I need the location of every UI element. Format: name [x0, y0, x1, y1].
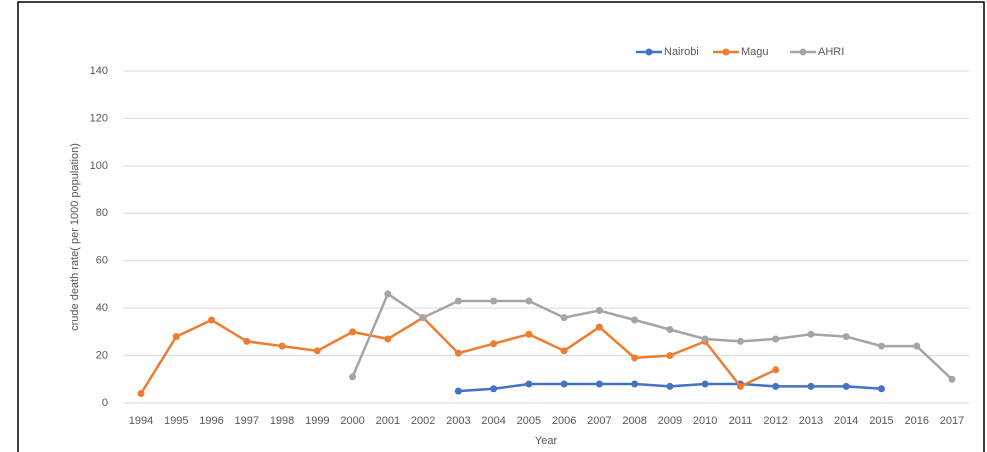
x-tick-label: 2002: [411, 415, 435, 427]
x-tick-label: 2006: [552, 415, 576, 427]
data-point: [595, 307, 603, 315]
data-point: [772, 366, 780, 374]
data-point: [666, 352, 674, 360]
data-point: [560, 380, 568, 388]
data-point: [631, 354, 639, 362]
data-point: [313, 347, 321, 355]
chart-border: [17, 1, 985, 452]
data-point: [772, 335, 780, 343]
x-tick-label: 1999: [305, 415, 329, 427]
series-line: [351, 292, 953, 381]
data-point: [208, 316, 216, 324]
x-tick-label: 1998: [270, 415, 294, 427]
data-point: [736, 337, 744, 345]
x-tick-label: 2009: [658, 415, 682, 427]
y-tick-label: 0: [102, 397, 108, 409]
x-tick-label: 1996: [199, 415, 223, 427]
data-point: [560, 347, 568, 355]
data-point: [772, 382, 780, 390]
data-point: [490, 385, 498, 393]
x-tick-label: 2007: [587, 415, 611, 427]
data-point: [490, 297, 498, 305]
data-point: [525, 380, 533, 388]
x-axis-title: Year: [535, 435, 558, 447]
data-point: [842, 333, 850, 341]
data-point: [595, 380, 603, 388]
data-point: [349, 328, 357, 336]
data-point: [666, 382, 674, 390]
legend-label: Nairobi: [664, 46, 699, 58]
data-point: [948, 375, 956, 383]
data-point: [278, 342, 286, 350]
x-tick-label: 2012: [763, 415, 787, 427]
legend-label: Magu: [741, 46, 769, 58]
y-tick-label: 140: [90, 65, 108, 77]
legend-marker: [799, 48, 807, 56]
data-point: [349, 373, 357, 381]
data-point: [807, 382, 815, 390]
x-tick-label: 1997: [235, 415, 259, 427]
data-point: [243, 337, 251, 345]
legend-marker: [645, 48, 653, 56]
data-point: [172, 333, 180, 341]
x-tick-label: 2013: [799, 415, 823, 427]
data-point: [807, 330, 815, 338]
x-tick-label: 2010: [693, 415, 717, 427]
data-point: [701, 335, 709, 343]
data-point: [454, 387, 462, 395]
data-point: [595, 323, 603, 331]
x-tick-label: 2003: [446, 415, 470, 427]
data-point: [701, 380, 709, 388]
y-tick-label: 20: [96, 349, 108, 361]
x-tick-label: 2014: [834, 415, 858, 427]
legend-label: AHRI: [818, 46, 844, 58]
x-tick-label: 2005: [517, 415, 541, 427]
legend-marker: [722, 48, 730, 56]
x-tick-label: 2017: [940, 415, 964, 427]
y-tick-label: 120: [90, 112, 108, 124]
data-point: [384, 335, 392, 343]
data-point: [384, 290, 392, 298]
x-tick-label: 2016: [904, 415, 928, 427]
x-tick-label: 2000: [340, 415, 364, 427]
x-tick-label: 2015: [869, 415, 893, 427]
data-point: [913, 342, 921, 350]
x-tick-label: 1994: [129, 415, 153, 427]
x-tick-label: 2011: [729, 415, 753, 427]
data-point: [666, 325, 674, 333]
data-point: [631, 380, 639, 388]
data-point: [490, 340, 498, 348]
x-tick-label: 2004: [481, 415, 505, 427]
data-point: [631, 316, 639, 324]
data-point: [525, 330, 533, 338]
y-tick-label: 80: [96, 207, 108, 219]
x-tick-label: 2001: [376, 415, 400, 427]
x-tick-label: 1995: [164, 415, 188, 427]
y-tick-label: 40: [96, 302, 108, 314]
y-tick-label: 60: [96, 255, 108, 267]
data-point: [560, 314, 568, 322]
data-point: [137, 390, 145, 398]
data-point: [842, 382, 850, 390]
data-point: [454, 297, 462, 305]
x-tick-label: 2008: [622, 415, 646, 427]
data-point: [736, 382, 744, 390]
data-point: [419, 314, 427, 322]
data-point: [525, 297, 533, 305]
data-point: [454, 349, 462, 357]
y-axis-title: crude death rate( per 1000 population): [69, 143, 81, 331]
data-point: [877, 385, 885, 393]
data-point: [877, 342, 885, 350]
y-tick-label: 100: [90, 160, 108, 172]
